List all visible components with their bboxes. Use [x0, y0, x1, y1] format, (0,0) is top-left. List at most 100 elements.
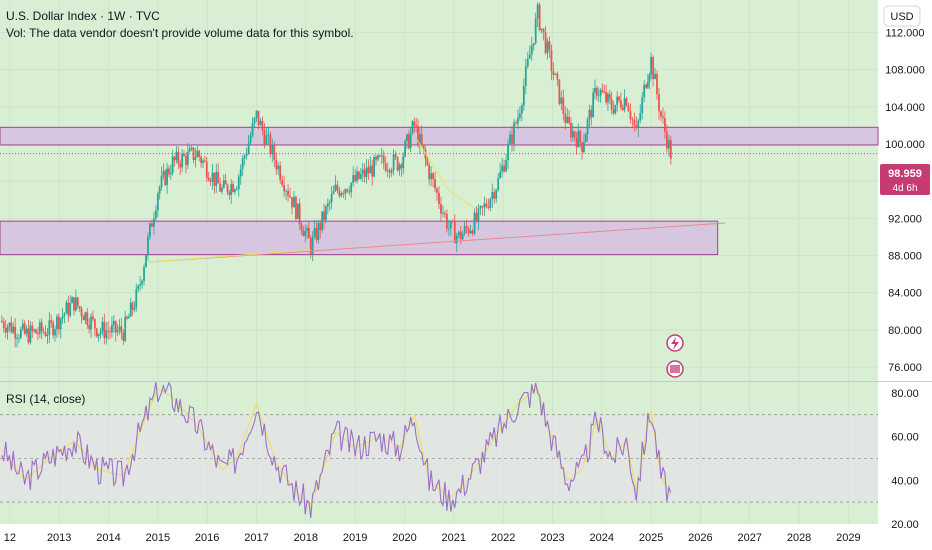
candle-body [239, 169, 242, 177]
candle-body [105, 330, 108, 339]
candle-body [515, 122, 517, 124]
currency-button[interactable] [883, 5, 921, 27]
candle-body [237, 176, 240, 190]
candle-body [164, 170, 167, 186]
candle-body [597, 95, 600, 97]
candle-body [114, 321, 117, 333]
candle-body [281, 180, 284, 185]
candle-body [152, 218, 155, 227]
time-tick-label: 2023 [540, 532, 564, 544]
time-axis-bg [0, 524, 932, 550]
candle-body [326, 203, 329, 207]
candle-body [507, 143, 509, 161]
last-price-value: 98.959 [888, 168, 922, 180]
candle-body [317, 223, 320, 241]
resistance-zone [0, 126, 879, 146]
candle-body [417, 125, 419, 146]
rsi-line [1, 381, 672, 518]
time-tick-label: 2017 [244, 532, 268, 544]
candle-body [215, 171, 218, 186]
price-tick-label: 88.000 [888, 251, 922, 263]
candle-body [129, 302, 132, 317]
candle-body [560, 97, 563, 104]
yellow-trend-line [147, 249, 311, 263]
candle-body [420, 134, 423, 146]
last-price-badge [880, 164, 930, 195]
time-tick-label: 2022 [491, 532, 515, 544]
time-tick-label: 2026 [688, 532, 712, 544]
candle-body [550, 50, 553, 72]
price-tick-label: 104.000 [885, 102, 925, 114]
candle-body [217, 171, 220, 184]
candle-body [487, 206, 490, 208]
candle-body [402, 156, 405, 169]
candle-body [328, 202, 331, 204]
candle-body [29, 325, 32, 343]
candle-body [413, 121, 416, 126]
candle-body [192, 147, 195, 160]
candle-body [54, 329, 56, 336]
candle-body [625, 98, 628, 106]
candle-body [513, 122, 515, 144]
price-tick-label: 92.000 [888, 213, 922, 225]
candle-layer [0, 2, 672, 348]
candle-body [522, 85, 525, 106]
candle-body [575, 137, 578, 148]
candle-body [432, 173, 434, 180]
candle-body [590, 109, 593, 118]
candle-body [235, 189, 238, 190]
candle-body [571, 131, 574, 138]
candle-body [243, 155, 246, 159]
candle-body [14, 326, 17, 339]
candle-body [618, 96, 620, 101]
candle-body [511, 134, 513, 144]
rsi-layer [0, 381, 878, 518]
candle-body [646, 81, 649, 88]
candle-body [392, 154, 395, 171]
candle-body [67, 302, 70, 316]
candle-body [447, 228, 450, 230]
candle-body [386, 170, 389, 171]
candle-body [664, 118, 666, 132]
candle-body [570, 122, 572, 138]
candle-body [296, 203, 299, 219]
candle-body [241, 158, 244, 170]
candle-body [325, 206, 327, 221]
candle-body [247, 142, 250, 154]
candle-body [190, 147, 193, 149]
price-tick-label: 112.000 [886, 28, 925, 40]
candle-body [90, 316, 92, 330]
candle-body [160, 175, 163, 188]
candle-body [92, 316, 94, 320]
candle-body [584, 134, 587, 143]
candle-body [304, 231, 307, 236]
candle-body [46, 334, 49, 336]
candle-body [37, 333, 39, 335]
candle-body [396, 157, 399, 171]
candle-body [169, 173, 172, 175]
yellow-trend-line [448, 190, 477, 210]
candle-body [542, 28, 545, 33]
candle-body [141, 280, 143, 285]
time-tick-label: 2015 [146, 532, 170, 544]
candle-body [603, 91, 606, 93]
candle-body [8, 322, 11, 327]
candle-body [198, 150, 201, 157]
candle-body [648, 74, 651, 82]
event-icons[interactable] [666, 334, 684, 378]
candle-body [175, 151, 178, 161]
candle-body [323, 211, 325, 221]
candle-body [501, 165, 504, 172]
candle-body [540, 28, 543, 31]
candle-body [42, 331, 45, 333]
candle-body [293, 196, 295, 208]
candle-body [358, 171, 360, 179]
candle-body [428, 164, 431, 180]
candle-body [253, 118, 256, 124]
candle-body [107, 330, 110, 332]
candle-body [257, 110, 260, 126]
candle-body [6, 326, 9, 333]
candle-body [465, 225, 468, 229]
time-tick-label: 2016 [195, 532, 219, 544]
